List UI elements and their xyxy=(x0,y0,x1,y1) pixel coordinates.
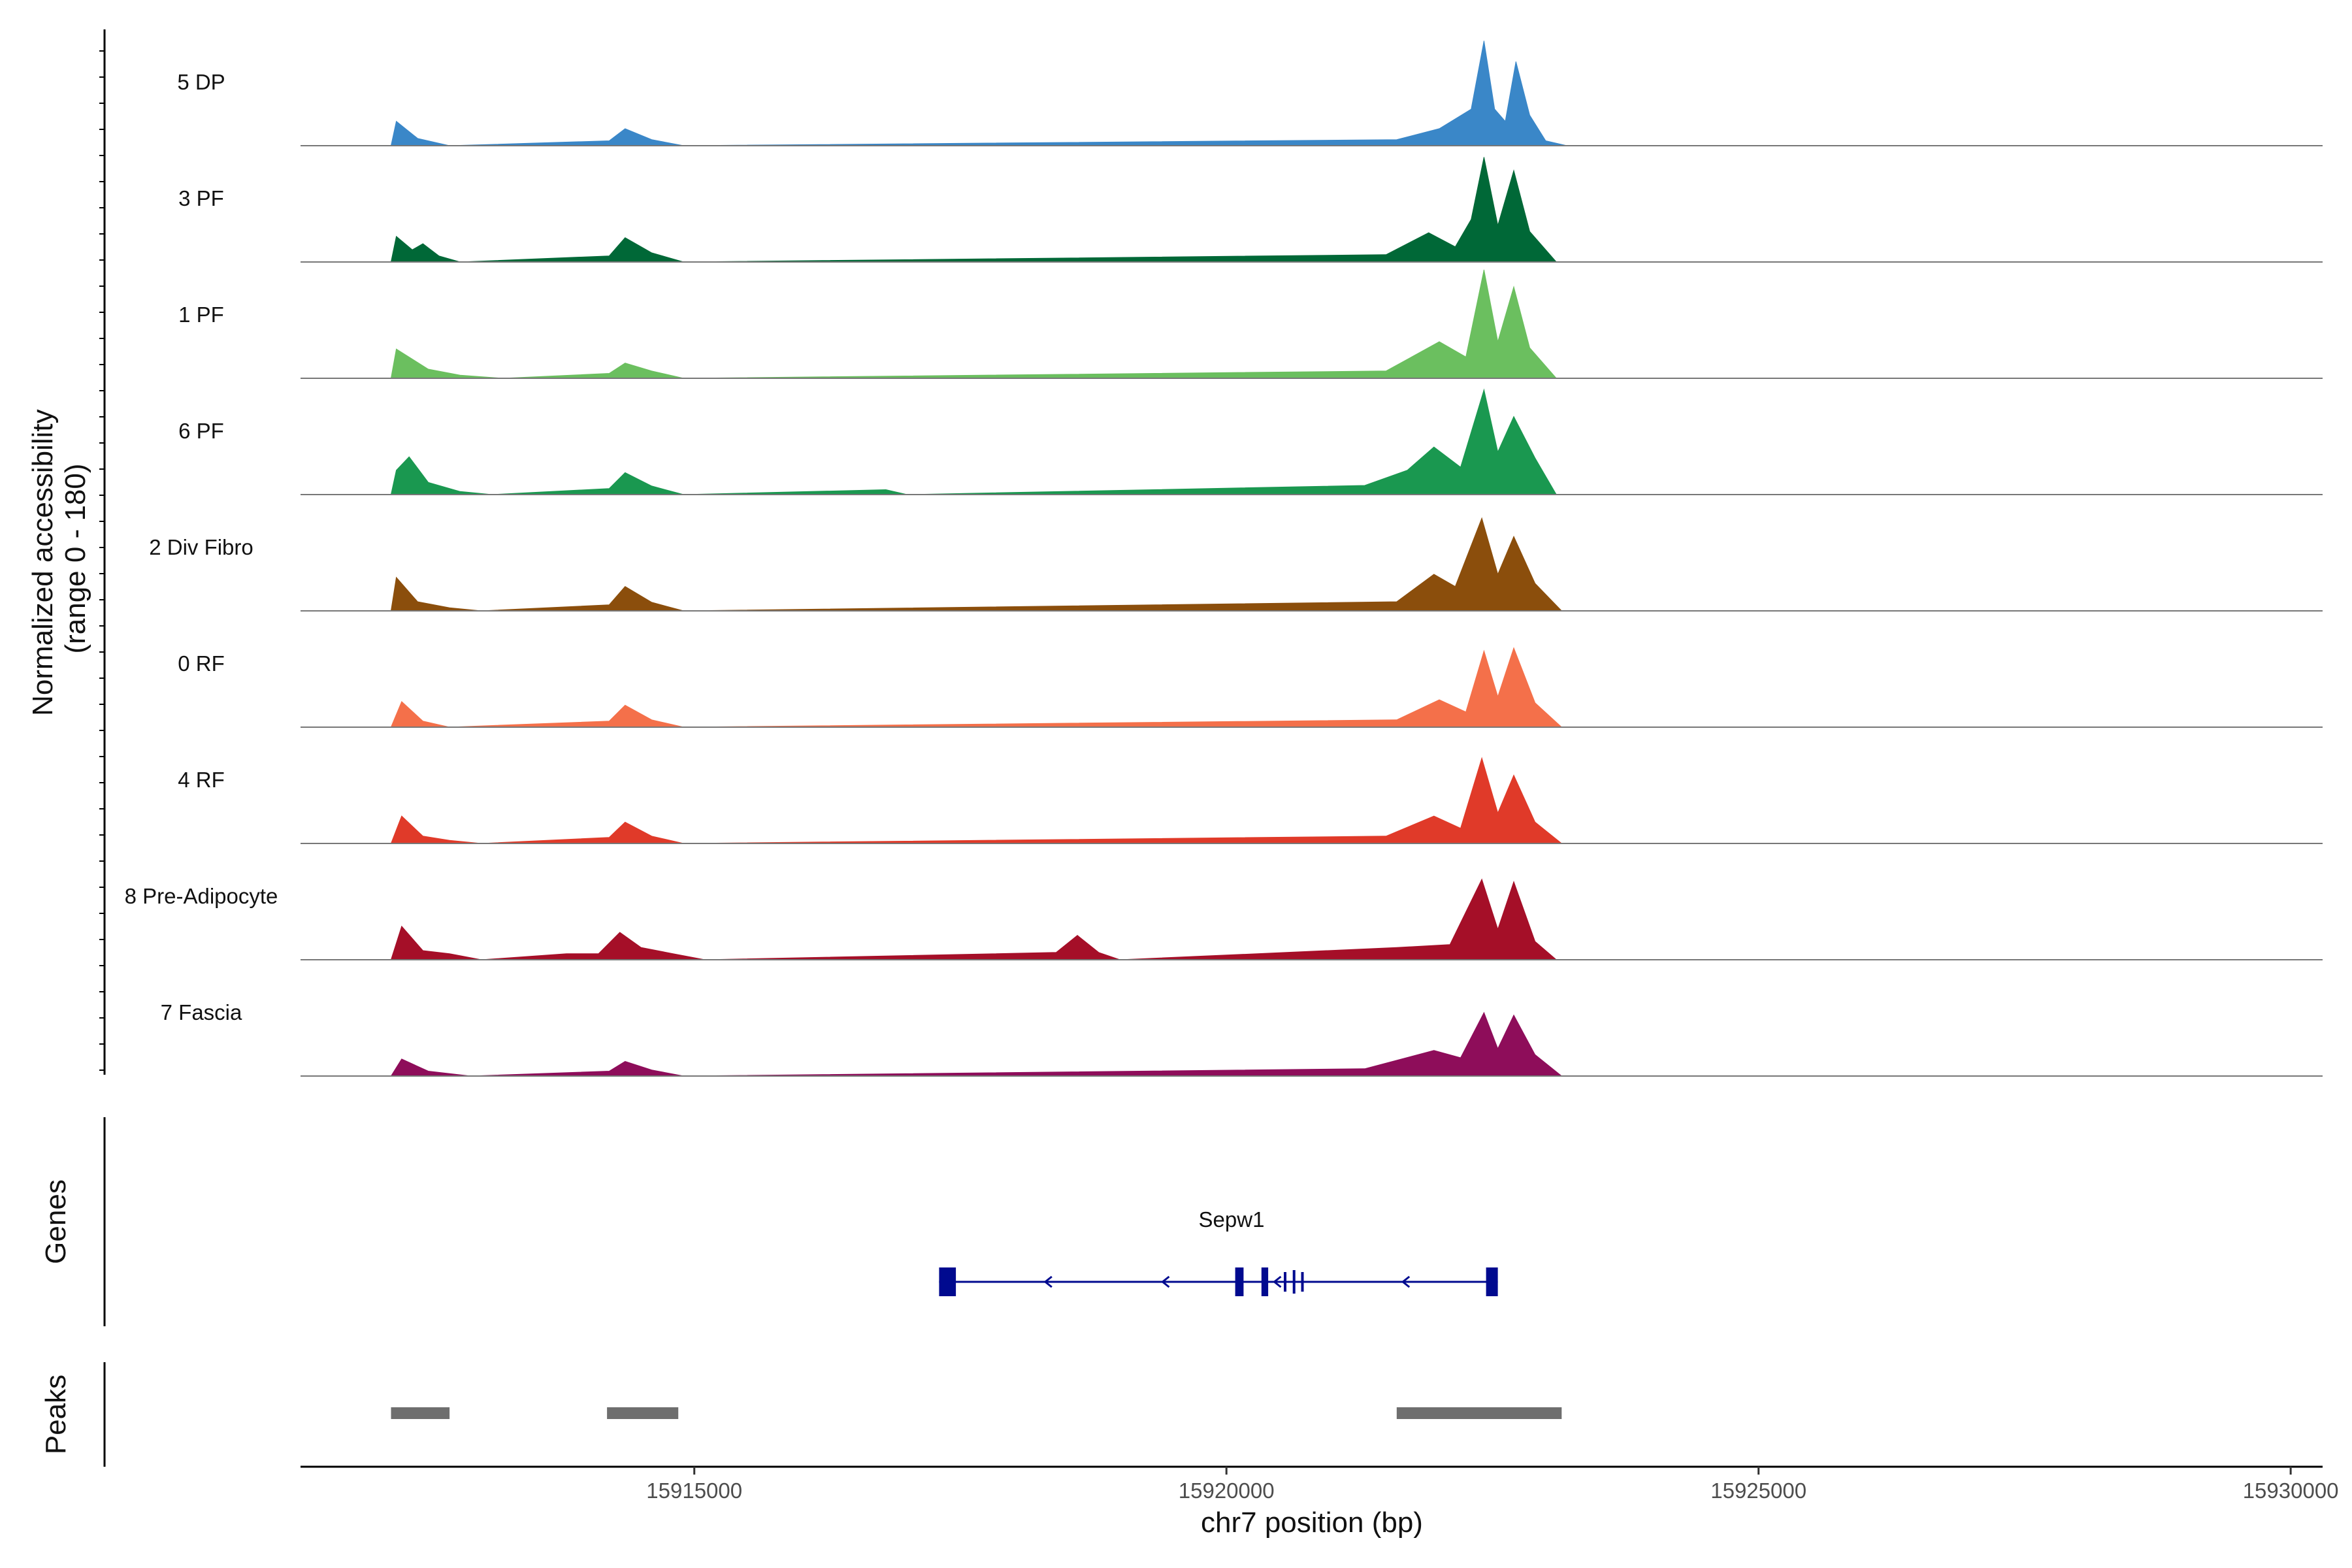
x-tick-label: 15925000 xyxy=(1710,1478,1806,1503)
coverage-y-ticks xyxy=(99,50,105,1071)
gene-exon xyxy=(1486,1267,1498,1296)
track-label: 0 RF xyxy=(178,651,225,676)
coverage-track: 2 Div Fibro xyxy=(149,517,2323,612)
peak-bar xyxy=(1396,1407,1562,1419)
x-tick-label: 15920000 xyxy=(1179,1478,1275,1503)
coverage-track: 8 Pre-Adipocyte xyxy=(125,878,2323,960)
coverage-track: 4 RF xyxy=(178,757,2323,844)
gene-name-label: Sepw1 xyxy=(1199,1207,1265,1232)
coverage-track: 0 RF xyxy=(178,647,2323,728)
coverage-track: 3 PF xyxy=(178,157,2323,263)
gene-exon xyxy=(1235,1267,1244,1296)
strand-arrow xyxy=(1161,1275,1170,1288)
coverage-track: 7 Fascia xyxy=(161,1000,2323,1077)
x-axis: 15915000 15920000 15925000 15930000 chr7 po… xyxy=(301,1465,2339,1539)
x-axis-ticks: 15915000 15920000 15925000 15930000 xyxy=(646,1467,2339,1503)
track-label: 7 Fascia xyxy=(161,1000,242,1024)
coverage-track: 6 PF xyxy=(178,388,2323,495)
coverage-area xyxy=(390,269,1558,379)
peaks-panel: Peaks xyxy=(40,1362,1562,1467)
track-label: 8 Pre-Adipocyte xyxy=(125,884,278,908)
peaks-panel-label: Peaks xyxy=(40,1375,72,1454)
coverage-y-axis xyxy=(99,29,106,1075)
coverage-area xyxy=(390,647,1563,728)
gene-exon xyxy=(1261,1267,1269,1296)
strand-arrow xyxy=(1043,1275,1053,1288)
coverage-area xyxy=(390,1011,1563,1077)
gene-models: Sepw1 xyxy=(939,1207,1498,1296)
genes-panel: Genes Sepw1 xyxy=(40,1117,1498,1326)
genes-panel-label: Genes xyxy=(40,1179,72,1264)
track-label: 3 PF xyxy=(178,186,224,210)
y-axis-title-line-2: (range 0 - 180) xyxy=(59,463,91,653)
y-axis-title-line-1: Normalized accessibility xyxy=(27,409,59,715)
gene-exon xyxy=(1301,1272,1304,1292)
track-label: 5 DP xyxy=(177,70,225,94)
x-tick-label: 15915000 xyxy=(646,1478,742,1503)
track-label: 1 PF xyxy=(178,302,224,327)
strand-arrow xyxy=(1488,1275,1497,1288)
coverage-track: 1 PF xyxy=(178,269,2323,379)
gene-exon xyxy=(1284,1272,1286,1292)
peak-bar xyxy=(607,1407,679,1419)
strand-arrow xyxy=(1401,1275,1411,1288)
track-label: 6 PF xyxy=(178,419,224,443)
coverage-area xyxy=(390,157,1558,263)
strand-arrow xyxy=(1273,1275,1282,1288)
peak-bar xyxy=(391,1407,450,1419)
x-tick-label: 15930000 xyxy=(2243,1478,2339,1503)
coverage-area xyxy=(390,517,1563,612)
coverage-tracks: 5 DP 3 PF 1 PF 6 PF 2 Div Fibro 0 RF 4 RF 8 Pre… xyxy=(125,41,2323,1077)
gene-exon xyxy=(939,1267,956,1296)
x-axis-title: chr7 position (bp) xyxy=(1201,1507,1423,1539)
y-axis-title: Normalized accessibility (range 0 - 180) xyxy=(27,401,91,716)
track-label: 2 Div Fibro xyxy=(149,535,253,559)
coverage-area xyxy=(390,41,1567,146)
coverage-area xyxy=(390,388,1558,495)
coverage-track: 5 DP xyxy=(177,41,2323,146)
peak-bars xyxy=(391,1407,1562,1419)
gene-exon xyxy=(1292,1270,1296,1294)
coverage-area xyxy=(390,878,1558,960)
track-label: 4 RF xyxy=(178,768,225,792)
coverage-area xyxy=(390,757,1563,844)
